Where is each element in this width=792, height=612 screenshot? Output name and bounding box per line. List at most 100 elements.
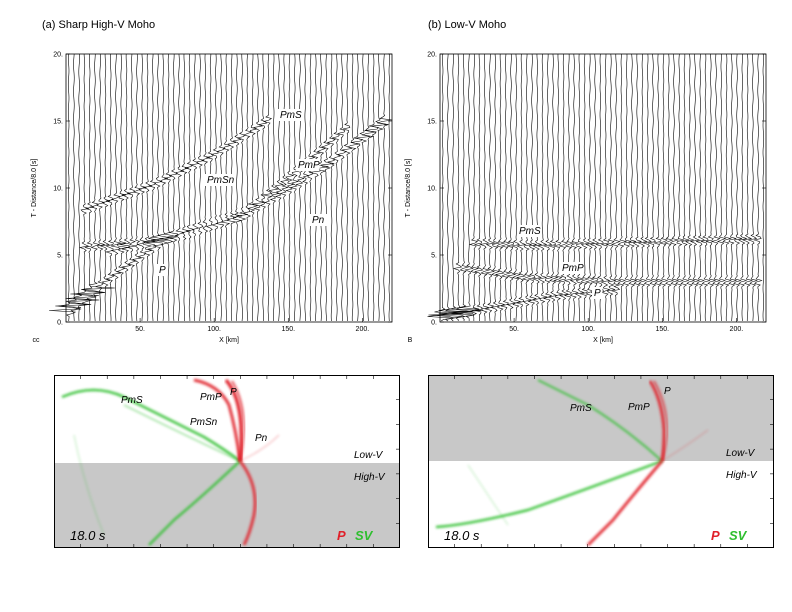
panel-b-traces xyxy=(427,53,765,322)
panel-a-trace xyxy=(184,53,195,322)
panel-b-trace xyxy=(647,53,658,322)
panel-a-snapshot: PmS PmP P PmSn Pn Low-V High-V 18.0 s P SV xyxy=(54,375,400,548)
panel-a-snap-time-label: 18.0 s xyxy=(70,528,106,543)
panel-a-trace xyxy=(242,53,253,322)
panel-b-trace xyxy=(505,53,517,322)
panel-a-trace xyxy=(126,53,138,322)
panel-a-side-label: cc xyxy=(33,337,41,344)
panel-a-trace xyxy=(361,53,377,322)
panel-a-trace xyxy=(313,53,329,322)
panel-a-trace xyxy=(268,53,280,322)
panel-b-snap-frame xyxy=(428,375,774,548)
panel-a-snap-sv-front-faint xyxy=(73,434,105,536)
panel-a-x-tick-label: 150. xyxy=(281,326,295,333)
panel-a-trace xyxy=(226,53,237,322)
panel-b-snap-lower-layer xyxy=(428,461,774,548)
panel-b-trace xyxy=(748,53,758,322)
panel-b-snap-upper-layer xyxy=(428,375,774,461)
panel-b-y-tick-label: 5. xyxy=(431,253,437,260)
panel-b-snapshot-plot: PmS PmP P Low-V High-V 18.0 s P SV xyxy=(428,375,774,548)
panel-b-snap-p-front-pn xyxy=(661,429,709,462)
panel-b-trace xyxy=(680,53,690,322)
panel-b-snap-wave-label-pms: PmS xyxy=(570,403,592,414)
panel-b-x-tick-label: 50. xyxy=(509,326,519,333)
panel-a-trace xyxy=(320,53,335,322)
panel-b-trace xyxy=(622,53,632,322)
panel-a-trace xyxy=(364,53,379,322)
panel-b-y-axis-label: T - Distance/8.0 [s] xyxy=(405,159,412,218)
panel-b-phase-label-bg xyxy=(560,262,584,274)
panel-b-y-tick-label: 20. xyxy=(427,52,437,59)
panel-b-trace xyxy=(527,53,537,322)
panel-b-trace xyxy=(479,53,491,322)
panel-a-trace xyxy=(279,53,290,322)
panel-a-frame xyxy=(65,53,393,323)
panel-a-snap-legend-p: P xyxy=(337,528,346,543)
panel-a-trace xyxy=(180,53,191,322)
panel-a-phase-label-pn: Pn xyxy=(312,215,325,226)
panel-a-trace xyxy=(274,53,284,322)
panel-a-snap-wave-label-p: P xyxy=(230,387,237,398)
panel-a-x-axis-label: X [km] xyxy=(219,337,239,344)
panel-b-seismogram: 50. 100. 150. 200. 0. 5. 10. 15. 20. X [km] T - Di… xyxy=(405,52,767,344)
panel-a-phase-label-bg xyxy=(278,109,302,121)
panel-a-snap-p-front-pn xyxy=(239,434,280,462)
panel-a-snap-lower-layer-label: High-V xyxy=(354,472,386,483)
panel-a-trace xyxy=(258,53,268,322)
panel-a-trace xyxy=(95,53,105,322)
panel-b-trace xyxy=(762,53,765,322)
panel-a-phase-label-bg xyxy=(296,159,320,171)
panel-a-trace xyxy=(215,53,226,322)
panel-b-trace xyxy=(500,53,512,322)
panel-b-trace xyxy=(617,53,628,322)
panel-b-trace xyxy=(553,53,563,322)
panel-a-traces xyxy=(49,53,393,322)
panel-b-trace xyxy=(722,53,732,322)
panel-a-snap-wave-label-pmsn: PmSn xyxy=(190,417,218,428)
panel-b-trace xyxy=(547,53,559,322)
panel-a-y-tick-label: 10. xyxy=(53,186,63,193)
panel-b-y-tick-label: 0. xyxy=(431,320,437,327)
panel-a-trace xyxy=(110,53,122,322)
panel-a-y-tick-label: 20. xyxy=(53,52,63,59)
panel-a-trace xyxy=(356,53,371,322)
panel-a-x-tick-label: 100. xyxy=(207,326,221,333)
panel-a-trace xyxy=(82,53,115,322)
panel-a-trace xyxy=(336,53,348,322)
panel-b-trace xyxy=(700,53,711,322)
panel-a-trace xyxy=(142,53,169,322)
panel-a-trace xyxy=(246,53,259,322)
panel-a-phase-label-pms: PmS xyxy=(280,110,302,121)
panel-a-phase-label-bg xyxy=(205,174,235,186)
panel-a-phase-label-p: P xyxy=(159,265,166,276)
panel-a-snap-wave-label-pmp: PmP xyxy=(200,392,222,403)
panel-a-trace xyxy=(301,53,310,322)
panel-a-snap-p-front-p2 xyxy=(231,380,246,462)
panel-b-trace xyxy=(742,53,753,322)
panel-b-trace xyxy=(451,53,484,322)
panel-a-trace xyxy=(65,53,99,322)
panel-b-y-tick-label: 15. xyxy=(427,119,437,126)
panel-a-trace xyxy=(210,53,219,322)
panel-b-x-tick-label: 150. xyxy=(655,326,669,333)
panel-b-frame xyxy=(439,53,767,323)
panel-a-snap-sv-front-deep xyxy=(148,460,241,546)
panel-b-trace xyxy=(738,53,747,322)
panel-a-snapshot-plot: PmS PmP P PmSn Pn Low-V High-V 18.0 s P SV xyxy=(54,375,400,548)
panel-a-snap-p-front-deep xyxy=(238,460,257,546)
panel-b-trace xyxy=(685,53,695,322)
panel-b-trace xyxy=(468,53,480,322)
panel-a-seismogram-plot: 50. 100. 150. 200. 0. 5. 10. 15. 20. X [km] T - Di… xyxy=(31,52,393,344)
panel-a-trace xyxy=(289,53,300,322)
panel-a-seismogram: 50. 100. 150. 200. 0. 5. 10. 15. 20. X [km] T - Di… xyxy=(31,52,393,344)
panel-a-snap-sv-front-pms xyxy=(61,388,241,463)
panel-b-trace xyxy=(574,53,585,322)
panel-a-trace xyxy=(232,53,243,322)
panel-b-trace xyxy=(610,53,621,322)
panel-b-phase-label-pms: PmS xyxy=(519,226,541,237)
panel-b-trace xyxy=(710,53,721,322)
panel-b-trace xyxy=(728,53,737,322)
panel-b-trace xyxy=(427,53,462,322)
panel-a-trace xyxy=(326,53,336,322)
panel-a-title: (a) Sharp High-V Moho xyxy=(42,19,156,31)
